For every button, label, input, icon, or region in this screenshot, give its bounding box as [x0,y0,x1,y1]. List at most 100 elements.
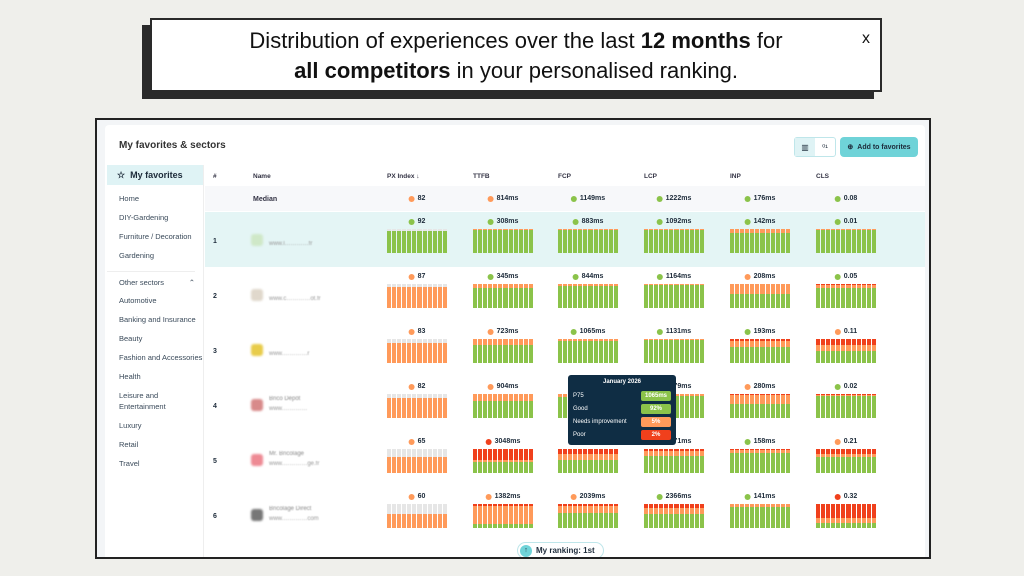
month-bar[interactable] [392,449,397,473]
month-bar[interactable] [493,229,498,253]
month-bar[interactable] [412,229,417,253]
month-bar[interactable] [523,504,528,528]
column-header[interactable]: CLS [816,173,829,180]
month-bar[interactable] [684,229,689,253]
month-bar[interactable] [831,449,836,473]
month-bar[interactable] [836,284,841,308]
month-bar[interactable] [740,229,745,253]
month-bar[interactable] [735,394,740,418]
column-header[interactable]: PX Index ↓ [387,173,420,180]
numbers-icon[interactable]: ⁰¹ [822,142,828,152]
month-bar[interactable] [583,339,588,363]
month-bar[interactable] [483,339,488,363]
month-bar[interactable] [649,339,654,363]
month-bar[interactable] [422,449,427,473]
month-bar[interactable] [679,284,684,308]
month-bar[interactable] [770,504,775,528]
month-bar[interactable] [407,449,412,473]
distribution-bars[interactable] [387,284,447,308]
month-bar[interactable] [608,449,613,473]
month-bar[interactable] [432,284,437,308]
month-bar[interactable] [417,504,422,528]
month-bar[interactable] [483,229,488,253]
month-bar[interactable] [417,449,422,473]
month-bar[interactable] [392,504,397,528]
month-bar[interactable] [841,229,846,253]
month-bar[interactable] [392,284,397,308]
month-bar[interactable] [770,284,775,308]
month-bar[interactable] [528,284,533,308]
month-bar[interactable] [417,339,422,363]
month-bar[interactable] [503,284,508,308]
month-bar[interactable] [568,449,573,473]
month-bar[interactable] [740,394,745,418]
month-bar[interactable] [775,339,780,363]
month-bar[interactable] [603,504,608,528]
month-bar[interactable] [831,504,836,528]
month-bar[interactable] [735,229,740,253]
month-bar[interactable] [689,504,694,528]
month-bar[interactable] [785,284,790,308]
month-bar[interactable] [442,284,447,308]
month-bar[interactable] [649,504,654,528]
month-bar[interactable] [861,449,866,473]
month-bar[interactable] [775,229,780,253]
table-row[interactable]: 2 www.c…………ot.fr 87 345ms 844ms 1164ms 208ms 0.… [205,267,925,322]
month-bar[interactable] [478,339,483,363]
month-bar[interactable] [871,449,876,473]
distribution-bars[interactable] [473,284,533,308]
month-bar[interactable] [508,339,513,363]
month-bar[interactable] [473,229,478,253]
month-bar[interactable] [679,229,684,253]
month-bar[interactable] [412,284,417,308]
month-bar[interactable] [563,284,568,308]
month-bar[interactable] [558,339,563,363]
month-bar[interactable] [427,504,432,528]
month-bar[interactable] [513,229,518,253]
month-bar[interactable] [442,449,447,473]
month-bar[interactable] [608,229,613,253]
month-bar[interactable] [437,394,442,418]
month-bar[interactable] [603,229,608,253]
month-bar[interactable] [740,339,745,363]
month-bar[interactable] [760,504,765,528]
month-bar[interactable] [558,229,563,253]
month-bar[interactable] [518,394,523,418]
month-bar[interactable] [397,394,402,418]
month-bar[interactable] [422,284,427,308]
month-bar[interactable] [669,504,674,528]
month-bar[interactable] [866,339,871,363]
month-bar[interactable] [694,339,699,363]
month-bar[interactable] [694,449,699,473]
month-bar[interactable] [644,339,649,363]
month-bar[interactable] [841,339,846,363]
month-bar[interactable] [387,449,392,473]
month-bar[interactable] [649,284,654,308]
month-bar[interactable] [699,394,704,418]
month-bar[interactable] [644,449,649,473]
month-bar[interactable] [392,229,397,253]
month-bar[interactable] [679,504,684,528]
month-bar[interactable] [735,339,740,363]
month-bar[interactable] [775,449,780,473]
month-bar[interactable] [826,504,831,528]
month-bar[interactable] [856,394,861,418]
month-bar[interactable] [694,394,699,418]
column-header[interactable]: INP [730,173,741,180]
distribution-bars[interactable] [816,394,876,418]
distribution-bars[interactable] [473,504,533,528]
month-bar[interactable] [856,339,861,363]
month-bar[interactable] [851,339,856,363]
month-bar[interactable] [861,229,866,253]
month-bar[interactable] [654,229,659,253]
distribution-bars[interactable] [644,284,704,308]
month-bar[interactable] [437,449,442,473]
month-bar[interactable] [588,339,593,363]
month-bar[interactable] [730,284,735,308]
month-bar[interactable] [478,229,483,253]
month-bar[interactable] [417,229,422,253]
month-bar[interactable] [412,394,417,418]
month-bar[interactable] [745,284,750,308]
month-bar[interactable] [674,339,679,363]
month-bar[interactable] [694,504,699,528]
